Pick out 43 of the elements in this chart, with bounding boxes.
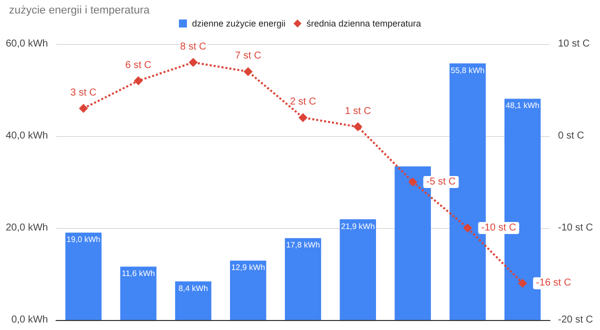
data-label: 55,8 kWh [450,66,485,75]
data-label: -10 st C [481,222,516,234]
point [463,224,472,232]
y2-tick-label: 0 st C [558,130,584,142]
point [134,76,143,86]
data-label: 17,8 kWh [286,240,320,250]
data-label: 8,4 kWh [178,284,208,293]
point [518,278,528,288]
data-label: -5 st C [426,176,456,188]
y2-tick-label: -10 st C [558,222,594,234]
point [408,178,418,186]
legend-label: średnia dzienna temperatura [306,18,422,28]
point [78,104,88,113]
y-tick-label: 60,0 kWh [6,38,48,50]
bar [230,260,266,320]
point [353,122,362,132]
data-label: 3 st C [70,87,97,98]
bar [340,219,376,320]
y-tick-label: 40,0 kWh [6,130,48,142]
data-label: -16 st C [536,278,572,289]
data-label: 7 st C [235,50,262,62]
chart-title: zużycie energii i temperatura [9,4,151,16]
point [188,58,198,67]
point [244,67,253,76]
legend-label: dzienne zużycie energii [192,18,286,28]
y-tick-label: 0,0 kWh [11,314,48,326]
bar [175,281,212,320]
data-label: 11,6 kWh [122,269,155,278]
bar [65,232,102,320]
bar [120,266,156,320]
y2-tick-label: -20 st C [558,314,594,326]
data-label: 21,9 kWh [340,222,375,231]
data-label: 48,1 kWh [506,101,540,110]
data-label: 12,9 kWh [231,263,266,272]
y-tick-label: 20,0 kWh [6,222,48,234]
data-label: 19,0 kWh [66,235,100,244]
data-label: 6 st C [125,60,152,71]
data-label: 8 st C [180,41,206,52]
point [298,113,308,122]
y2-tick-label: 10 st C [558,38,590,50]
bar [284,238,322,320]
data-label: 1 st C [344,106,371,117]
data-label: 2 st C [290,96,316,108]
